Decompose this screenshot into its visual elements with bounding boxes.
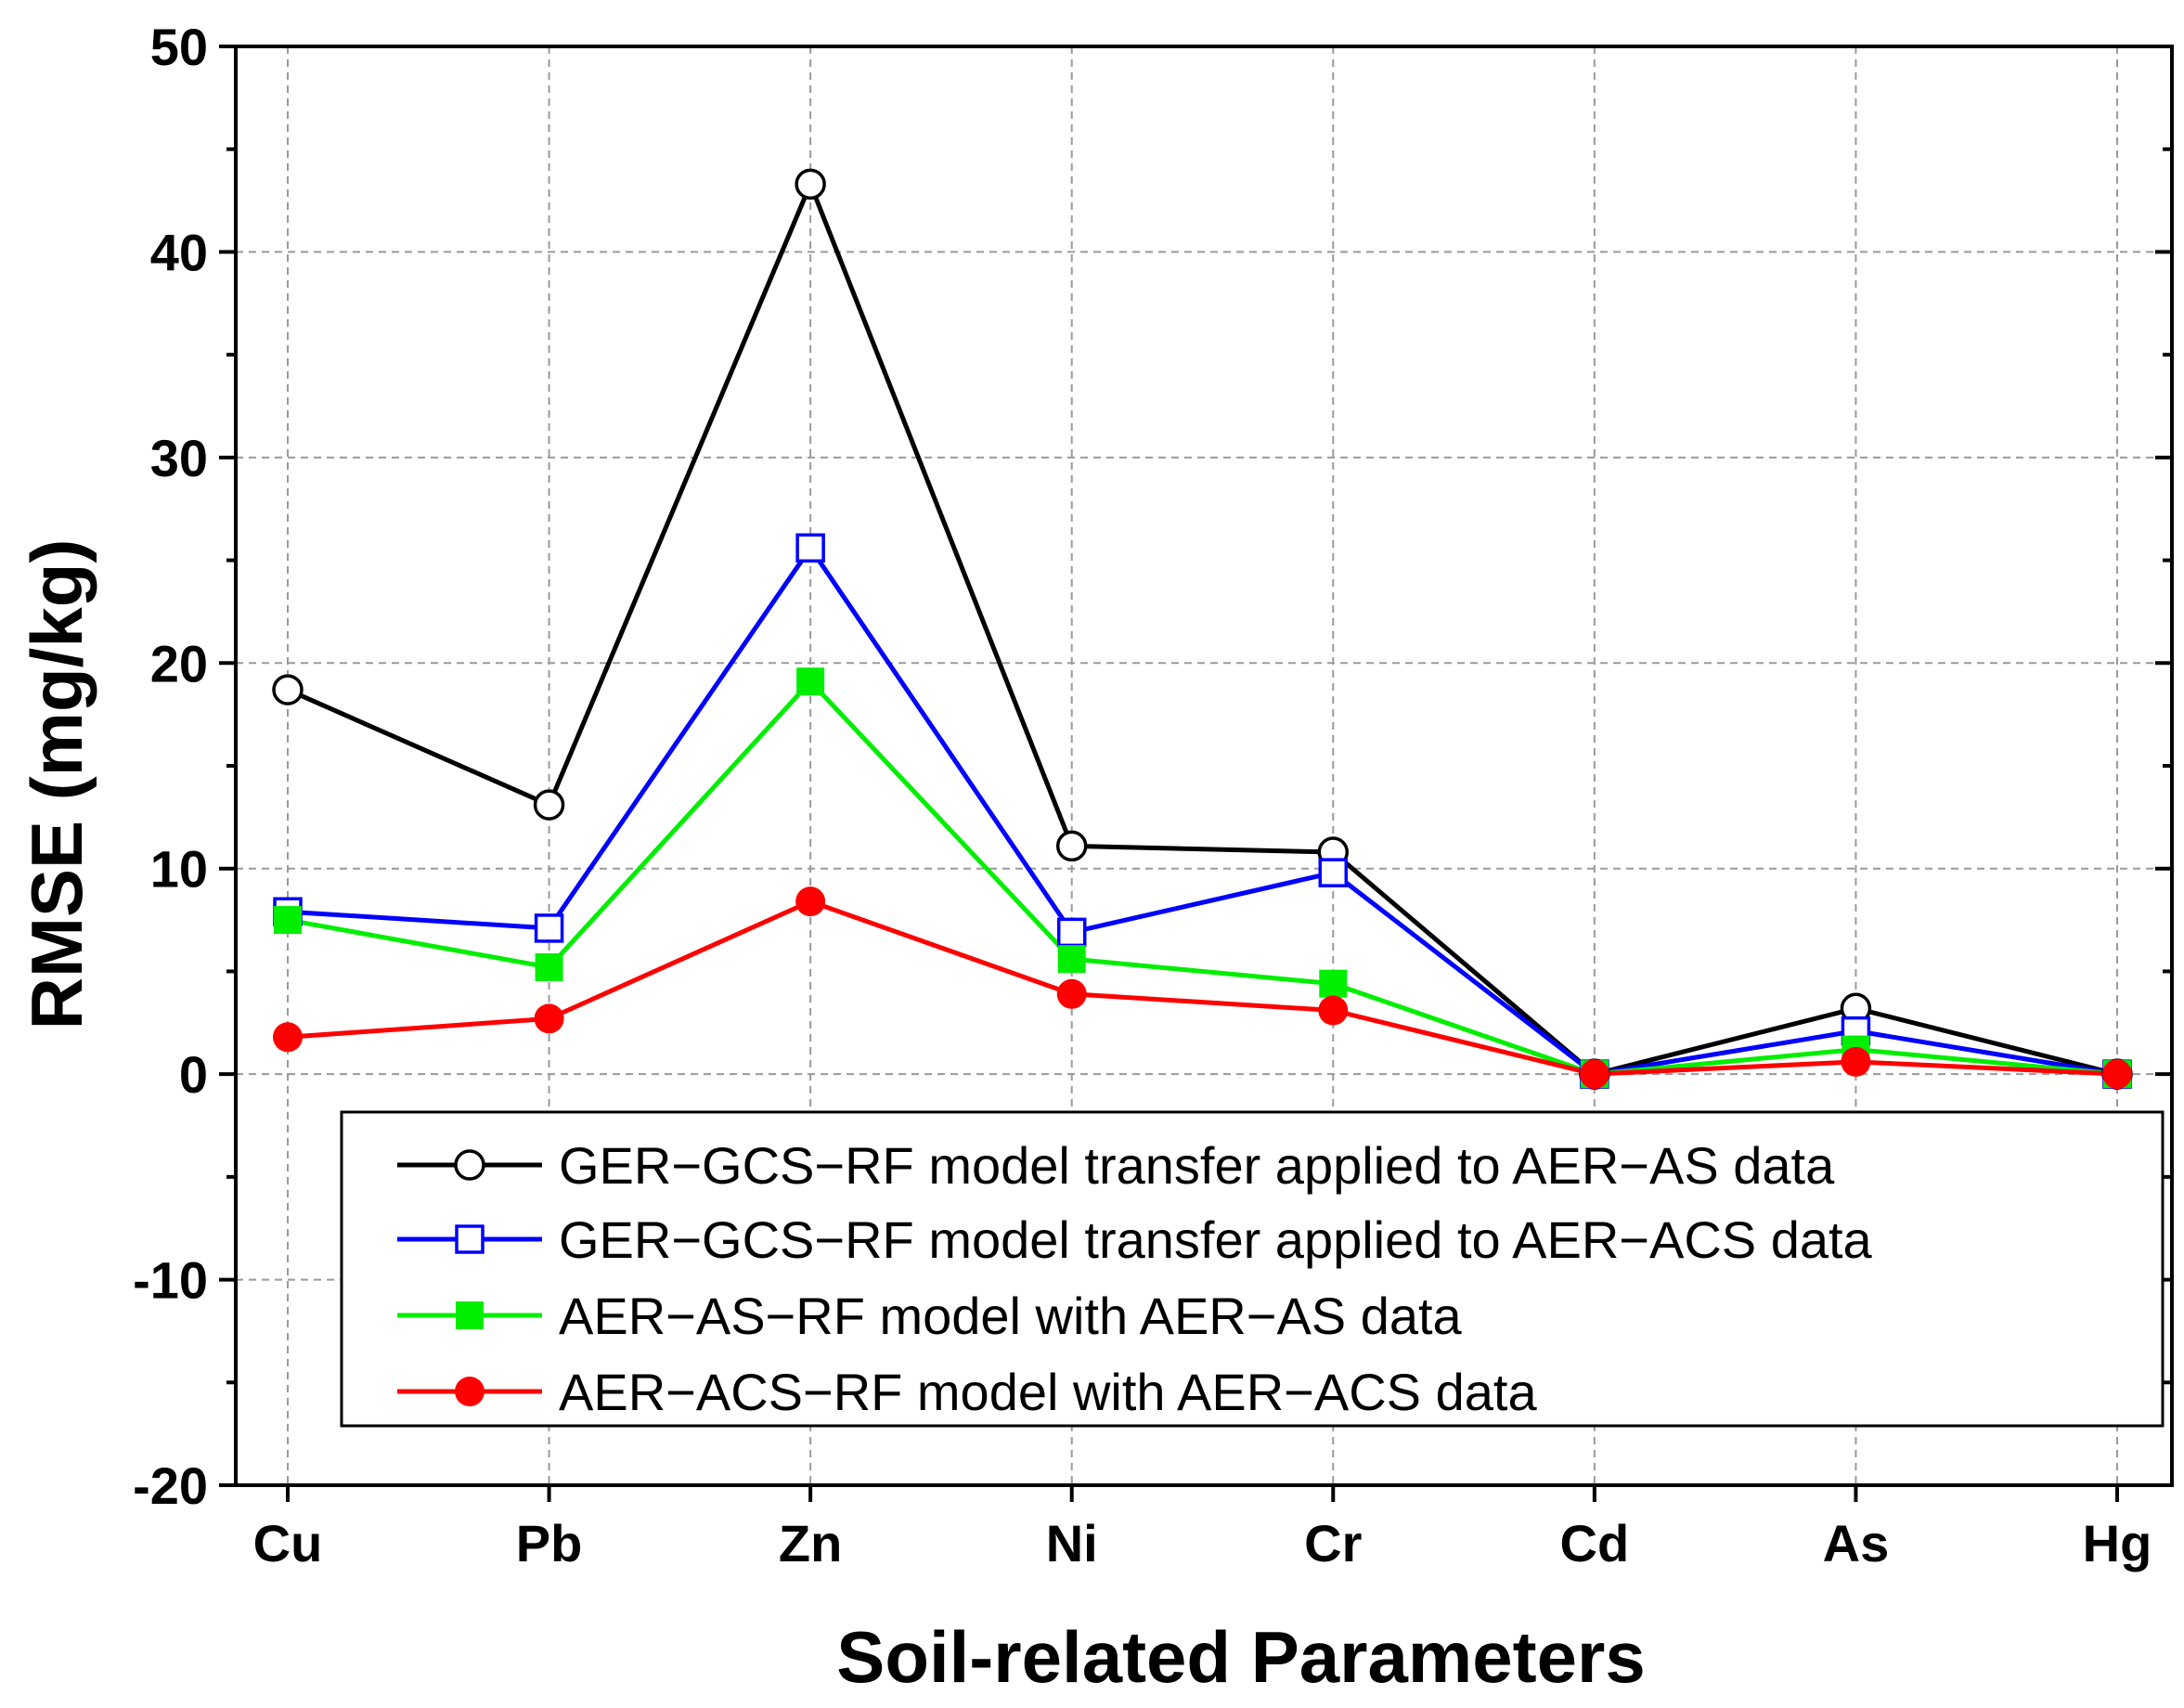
series-group: [272, 168, 2133, 1090]
y-tick-label: -20: [133, 1456, 208, 1515]
x-tick-label: Zn: [779, 1514, 842, 1572]
data-point: [795, 168, 826, 201]
x-tick-label: Hg: [2083, 1514, 2152, 1572]
data-point: [1055, 830, 1088, 862]
legend-entry: GER−GCS−RF model transfer applied to AER…: [397, 1210, 1873, 1269]
legend-marker: [456, 1301, 484, 1329]
y-tick-label: 0: [179, 1045, 208, 1104]
series-4: [287, 899, 2118, 1077]
legend-label: AER−AS−RF model with AER−AS data: [559, 1287, 1463, 1345]
data-point: [534, 1003, 564, 1034]
legend-marker: [454, 1149, 485, 1181]
series-3: [287, 679, 2118, 1077]
data-point: [1056, 917, 1087, 948]
series-line: [287, 679, 2118, 1077]
plot-frame: [234, 45, 2174, 1487]
data-point: [2102, 1059, 2132, 1090]
data-point: [795, 533, 825, 563]
x-tick-label: Cr: [1304, 1514, 1362, 1572]
x-tick-label: As: [1823, 1514, 1890, 1572]
series-2: [287, 545, 2118, 1077]
data-point: [273, 1022, 303, 1053]
data-point: [1056, 978, 1087, 1009]
data-point: [1318, 858, 1349, 887]
series-1: [286, 181, 2118, 1077]
data-point: [535, 953, 563, 981]
data-point: [533, 789, 565, 821]
series-line: [286, 181, 2118, 1077]
y-axis-title: RMSE (mg/kg): [16, 539, 97, 1030]
legend-entry: AER−AS−RF model with AER−AS data: [397, 1287, 1463, 1345]
x-axis-title: Soil-related Parameters: [836, 1616, 1645, 1698]
legend-box: [340, 1110, 2165, 1428]
y-tick-label: 30: [150, 429, 208, 487]
legend-entry: AER−ACS−RF model with AER−ACS data: [397, 1363, 1537, 1421]
x-tick-label: Pb: [516, 1514, 583, 1572]
data-point: [1319, 969, 1348, 998]
data-point: [1057, 945, 1086, 974]
data-point: [272, 674, 304, 705]
series-4-markers: [273, 886, 2132, 1090]
legend-label: GER−GCS−RF model transfer applied to AER…: [559, 1210, 1873, 1269]
data-point: [795, 886, 826, 917]
data-point: [796, 667, 825, 696]
series-line: [287, 899, 2118, 1077]
legend-label: GER−GCS−RF model transfer applied to AER…: [559, 1136, 1835, 1195]
x-tick-label: Cu: [253, 1514, 323, 1572]
data-point: [534, 913, 564, 943]
y-tick-label: 10: [150, 840, 208, 899]
y-tick-label: 40: [150, 223, 208, 281]
y-tick-label: 50: [150, 18, 208, 76]
data-point: [1318, 995, 1349, 1026]
legend-label: AER−ACS−RF model with AER−ACS data: [559, 1363, 1537, 1421]
series-line: [287, 545, 2118, 1077]
x-tick-label: Ni: [1046, 1514, 1098, 1572]
axis-ticks: -20 -10 0 10 20 30 40 50 Cu Pb Zn Ni Cr Cd As Hg: [133, 18, 2172, 1572]
y-tick-label: 20: [150, 634, 208, 692]
y-tick-label: -10: [133, 1251, 208, 1310]
data-point: [274, 906, 302, 935]
legend-marker: [455, 1224, 485, 1254]
legend-entry: GER−GCS−RF model transfer applied to AER…: [397, 1136, 1835, 1195]
data-point: [1841, 1046, 1871, 1077]
legend: GER−GCS−RF model transfer applied to AER…: [340, 1110, 2165, 1428]
x-tick-label: Cd: [1560, 1514, 1630, 1572]
legend-marker: [455, 1377, 485, 1406]
data-point: [1579, 1059, 1609, 1090]
series-1-markers: [272, 168, 2133, 1090]
